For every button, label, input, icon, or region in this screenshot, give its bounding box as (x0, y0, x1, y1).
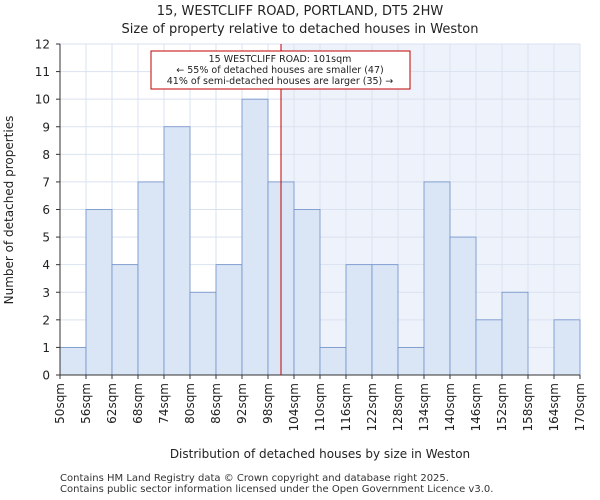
x-tick-label: 134sqm (417, 383, 431, 431)
y-tick-label: 8 (42, 148, 50, 162)
x-tick-label: 62sqm (105, 383, 119, 424)
bar (189, 291, 217, 376)
x-tick-label: 74sqm (157, 383, 171, 424)
x-tick-label: 110sqm (313, 383, 327, 431)
bar (319, 347, 347, 376)
y-tick-label: 1 (42, 341, 50, 355)
x-tick-label: 146sqm (469, 383, 483, 431)
x-axis-label: Distribution of detached houses by size … (170, 447, 470, 461)
y-tick-label: 6 (42, 203, 50, 217)
footer-copyright: Contains HM Land Registry data © Crown c… (60, 473, 449, 484)
bar (475, 319, 503, 376)
bar (397, 347, 425, 376)
x-tick-label: 50sqm (53, 383, 67, 424)
footer-licence: Contains public sector information licen… (60, 484, 494, 495)
bar (449, 236, 477, 376)
x-tick-label: 164sqm (547, 383, 561, 431)
x-tick-label: 140sqm (443, 383, 457, 431)
x-tick-label: 86sqm (209, 383, 223, 424)
x-tick-label: 80sqm (183, 383, 197, 424)
y-tick-label: 11 (35, 65, 50, 79)
marker-annotation: 15 WESTCLIFF ROAD: 101sqm ← 55% of detac… (150, 50, 411, 90)
bar (293, 209, 321, 376)
y-tick-label: 7 (42, 175, 50, 189)
annotation-box (150, 50, 411, 90)
x-tick-label: 122sqm (365, 383, 379, 431)
x-tick-label: 68sqm (131, 383, 145, 424)
y-tick-label: 3 (42, 286, 50, 300)
y-tick-label: 10 (35, 93, 50, 107)
bar (501, 291, 529, 376)
x-tick-label: 98sqm (261, 383, 275, 424)
x-tick-label: 92sqm (235, 383, 249, 424)
bars (59, 98, 581, 376)
y-tick-label: 12 (35, 38, 50, 52)
bar (215, 264, 243, 376)
y-tick-label: 0 (42, 369, 50, 383)
bar (345, 264, 373, 376)
bar (85, 209, 113, 376)
bar (371, 264, 399, 376)
annotation-line-3: 41% of semi-detached houses are larger (… (167, 76, 394, 87)
bar (137, 181, 165, 376)
annotation-line-2: ← 55% of detached houses are smaller (47… (176, 65, 383, 76)
chart-subtitle: Size of property relative to detached ho… (122, 22, 479, 37)
x-tick-label: 152sqm (495, 383, 509, 431)
y-tick-label: 9 (42, 120, 50, 134)
x-tick-label: 158sqm (521, 383, 535, 431)
bar (111, 264, 139, 376)
x-tick-label: 116sqm (339, 383, 353, 431)
annotation-line-1: 15 WESTCLIFF ROAD: 101sqm (209, 54, 352, 65)
y-axis-label: Number of detached properties (2, 116, 16, 305)
y-tick-label: 4 (42, 258, 50, 272)
x-tick-label: 170sqm (573, 383, 587, 431)
bar (241, 98, 269, 376)
x-tick-label: 104sqm (287, 383, 301, 431)
bar (59, 347, 87, 376)
x-tick-label: 128sqm (391, 383, 405, 431)
x-axis-ticks: 50sqm 56sqm 62sqm 68sqm 74sqm 80sqm 86sqm 92sqm… (53, 375, 587, 431)
bar (163, 126, 191, 376)
y-tick-label: 2 (42, 313, 50, 327)
x-tick-label: 56sqm (79, 383, 93, 424)
bar (423, 181, 451, 376)
chart-title: 15, WESTCLIFF ROAD, PORTLAND, DT5 2HW (157, 4, 444, 19)
y-tick-label: 5 (42, 231, 50, 245)
bar (553, 319, 581, 376)
